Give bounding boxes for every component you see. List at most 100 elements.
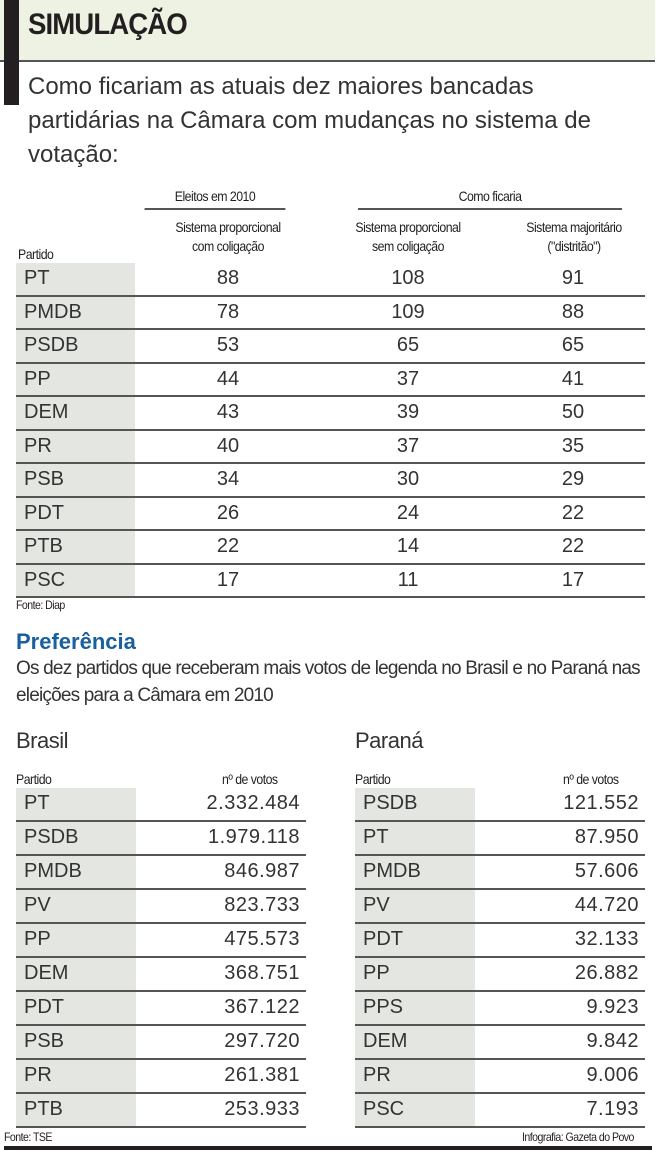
header-band xyxy=(0,0,655,62)
brasil-table-row: PMDB 846.987 xyxy=(16,856,306,890)
parana-table-row: PP 26.882 xyxy=(355,958,645,992)
value-cell: 41 xyxy=(561,367,585,390)
votes-cell: 261.381 xyxy=(224,1064,300,1087)
votes-cell: 121.552 xyxy=(563,792,639,815)
votes-cell: 368.751 xyxy=(224,962,300,985)
preference-title: Preferência xyxy=(16,629,136,654)
brasil-table-row: PTB 253.933 xyxy=(16,1094,306,1128)
table-row: PSC 17 11 17 xyxy=(16,564,645,598)
value-cell: 50 xyxy=(561,401,585,424)
subtitle: Como ficariam as atuais dez maiores banc… xyxy=(28,73,591,168)
party-cell: PTB xyxy=(16,531,135,563)
value-cell: 40 xyxy=(216,434,240,457)
party-cell: PSDB xyxy=(16,330,135,362)
party-cell: PSB xyxy=(16,1026,136,1058)
col-header-line: Sistema majoritário xyxy=(526,219,622,235)
value-cell: 43 xyxy=(216,401,240,424)
table-row: PMDB 78 109 88 xyxy=(16,296,645,330)
col-header-line: ("distritão") xyxy=(547,238,601,254)
party-cell: PMDB xyxy=(16,296,135,328)
col-header-line: Sistema proporcional xyxy=(355,219,461,235)
value-cell: 24 xyxy=(396,501,420,524)
parana-table-row: PDT 32.133 xyxy=(355,924,645,958)
party-cell: PV xyxy=(355,890,475,922)
party-cell: PMDB xyxy=(16,856,136,888)
value-cell: 88 xyxy=(216,267,240,290)
value-cell: 29 xyxy=(561,468,585,491)
party-cell: PT xyxy=(16,263,135,295)
votes-cell: 87.950 xyxy=(574,826,639,849)
value-cell: 17 xyxy=(216,568,240,591)
parana-col-partido: Partido xyxy=(355,771,391,787)
table-row: PP 44 37 41 xyxy=(16,363,645,397)
party-cell: PR xyxy=(16,1060,136,1092)
parana-table-row: PMDB 57.606 xyxy=(355,856,645,890)
value-cell: 17 xyxy=(561,568,585,591)
page-title: SIMULAÇÃO xyxy=(28,8,188,41)
party-cell: DEM xyxy=(355,1026,475,1058)
col-header-prop-sem: Sistema proporcional sem coligação xyxy=(320,218,496,256)
col-header-line: Sistema proporcional xyxy=(175,219,281,235)
votes-cell: 367.122 xyxy=(224,996,300,1019)
table-row: PDT 26 24 22 xyxy=(16,497,645,531)
party-cell: PSC xyxy=(355,1094,475,1126)
parana-table-row: PSDB 121.552 xyxy=(355,788,645,822)
party-cell: DEM xyxy=(16,397,135,429)
brasil-table-row: PSDB 1.979.118 xyxy=(16,822,306,856)
parana-table-row: PT 87.950 xyxy=(355,822,645,856)
value-cell: 78 xyxy=(216,300,240,323)
value-cell: 39 xyxy=(396,401,420,424)
votes-cell: 9.923 xyxy=(586,996,639,1019)
value-cell: 14 xyxy=(396,535,420,558)
col-header-partido: Partido xyxy=(18,246,54,262)
value-cell: 53 xyxy=(216,334,240,357)
parana-table-row: PR 9.006 xyxy=(355,1060,645,1094)
accent-bar xyxy=(4,0,19,105)
value-cell: 65 xyxy=(396,334,420,357)
table-row: PSB 34 30 29 xyxy=(16,464,645,498)
parana-table-row: PSC 7.193 xyxy=(355,1094,645,1128)
party-cell: PSC xyxy=(16,564,135,596)
value-cell: 22 xyxy=(561,535,585,558)
votes-cell: 26.882 xyxy=(574,962,639,985)
brasil-table-row: PP 475.573 xyxy=(16,924,306,958)
brasil-table-row: DEM 368.751 xyxy=(16,958,306,992)
value-cell: 108 xyxy=(391,267,425,290)
value-cell: 91 xyxy=(561,267,585,290)
votes-cell: 2.332.484 xyxy=(206,792,300,815)
value-cell: 37 xyxy=(396,367,420,390)
value-cell: 35 xyxy=(561,434,585,457)
party-cell: PTB xyxy=(16,1094,136,1126)
credit: Infografia: Gazeta do Povo xyxy=(522,1130,634,1144)
value-cell: 30 xyxy=(396,468,420,491)
value-cell: 11 xyxy=(397,568,419,591)
source-tse: Fonte: TSE xyxy=(4,1130,52,1144)
value-cell: 37 xyxy=(396,434,420,457)
value-cell: 44 xyxy=(216,367,240,390)
votes-cell: 9.842 xyxy=(586,1030,639,1053)
party-cell: PT xyxy=(355,822,475,854)
votes-cell: 297.720 xyxy=(224,1030,300,1053)
party-cell: PV xyxy=(16,890,136,922)
party-cell: PP xyxy=(16,924,136,956)
votes-cell: 253.933 xyxy=(224,1098,300,1121)
value-cell: 26 xyxy=(216,501,240,524)
votes-cell: 846.987 xyxy=(224,860,300,883)
party-cell: PR xyxy=(355,1060,475,1092)
brasil-table-row: PSB 297.720 xyxy=(16,1026,306,1060)
group-header-como-ficaria: Como ficaria xyxy=(358,188,622,210)
col-header-line: com coligação xyxy=(192,238,264,254)
col-header-line: sem coligação xyxy=(372,238,444,254)
votes-cell: 32.133 xyxy=(574,928,639,951)
votes-cell: 44.720 xyxy=(574,894,639,917)
votes-cell: 57.606 xyxy=(574,860,639,883)
source-diap: Fonte: Diap xyxy=(16,598,65,612)
brasil-col-votos: nº de votos xyxy=(222,771,278,787)
value-cell: 22 xyxy=(216,535,240,558)
preference-description: Os dez partidos que receberam mais votos… xyxy=(16,658,641,706)
col-header-prop-com: Sistema proporcional com coligação xyxy=(140,218,316,256)
value-cell: 88 xyxy=(561,300,585,323)
parana-col-votos: nº de votos xyxy=(563,771,619,787)
table-row: DEM 43 39 50 xyxy=(16,397,645,431)
brasil-table-row: PT 2.332.484 xyxy=(16,788,306,822)
